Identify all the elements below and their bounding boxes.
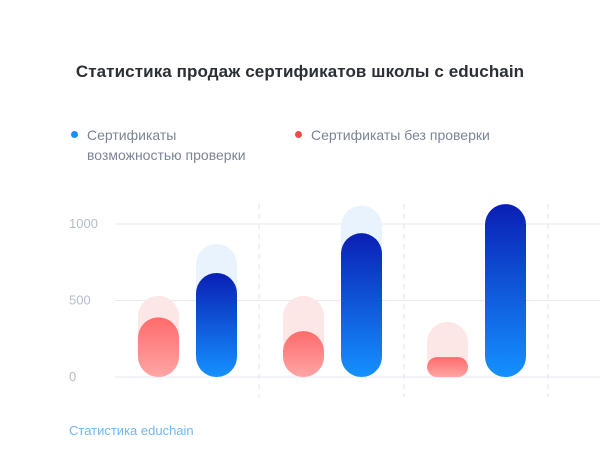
y-axis-ticks: 0 500 1000 <box>69 216 98 384</box>
legend-label-unverified: Сертификаты без проверки <box>311 127 490 143</box>
legend-item-verified: Сертификаты возможностью проверки <box>71 125 267 165</box>
bar-red-1 <box>283 331 324 377</box>
bar-blue-0 <box>196 272 237 377</box>
bars <box>138 204 526 377</box>
bar-blue-2 <box>485 204 526 377</box>
bar-blue-1 <box>341 233 382 377</box>
y-tick-label-0: 0 <box>69 369 76 384</box>
y-tick-label-500: 500 <box>69 293 91 308</box>
legend-dot-blue-icon <box>71 131 78 138</box>
footer-caption: Статистика educhain <box>69 423 194 438</box>
legend-dot-red-icon <box>295 131 302 138</box>
bar-red-2 <box>427 357 468 377</box>
y-tick-label-1000: 1000 <box>69 216 98 231</box>
bar-red-0 <box>138 317 179 377</box>
legend-item-unverified: Сертификаты без проверки <box>295 125 490 145</box>
legend-label-verified: Сертификаты возможностью проверки <box>87 127 246 163</box>
chart-title: Статистика продаж сертификатов школы с e… <box>75 62 525 81</box>
